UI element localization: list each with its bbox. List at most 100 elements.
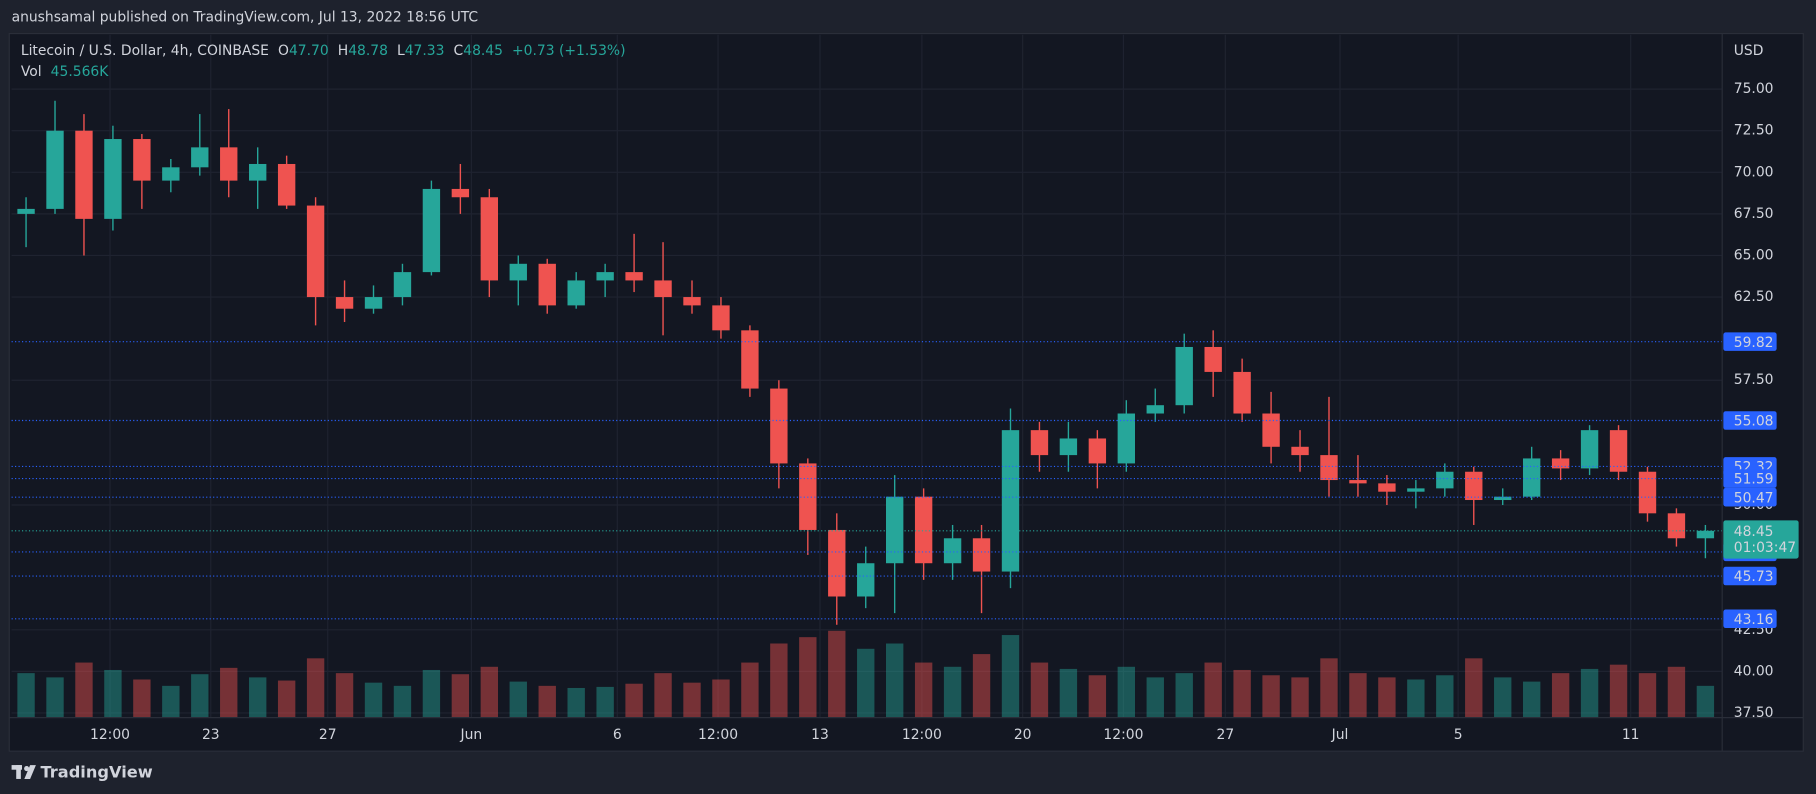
volume-bar [1146, 677, 1164, 718]
volume-bar [1117, 666, 1135, 718]
brand-logo [11, 765, 36, 779]
volume-bar [1580, 668, 1599, 718]
legend-value: 47.33 [405, 43, 445, 59]
x-tick-label: 12:00 [1103, 727, 1143, 743]
candle-body [162, 167, 180, 181]
volume-bar [1175, 673, 1193, 718]
volume-bar [1667, 666, 1686, 718]
y-tick-label: 67.50 [1734, 206, 1774, 222]
level-label: 43.16 [1734, 612, 1774, 628]
volume-bar [741, 662, 759, 718]
volume-bar [46, 677, 64, 718]
candle-body [1291, 446, 1309, 456]
candle-body [1117, 413, 1135, 464]
candle-body [277, 163, 296, 206]
legend-key: H [338, 43, 348, 59]
y-tick-label: 75.00 [1734, 81, 1774, 97]
volume-bar [133, 679, 151, 718]
x-tick-label: 13 [811, 727, 829, 743]
candle-body [538, 263, 556, 306]
candle-body [1146, 405, 1164, 414]
y-tick-label: 57.50 [1734, 372, 1774, 388]
volume-bar [75, 662, 93, 718]
volume-bar [364, 682, 383, 718]
volume-bar [1522, 681, 1541, 718]
volume-bar [306, 658, 325, 718]
candle-body [1088, 438, 1107, 464]
grid [11, 34, 1723, 718]
candle-body [1204, 346, 1222, 372]
candle-body [220, 147, 238, 181]
volume-bar [799, 637, 817, 718]
countdown: 01:03:47 [1734, 540, 1796, 556]
y-tick-label: 65.00 [1734, 247, 1774, 263]
volume-bar [1059, 668, 1078, 718]
level-label-box [1723, 609, 1777, 629]
candle-body [480, 197, 499, 281]
volume-bar [220, 667, 238, 718]
candle-body [712, 305, 730, 331]
candle-body [17, 208, 35, 214]
volume-bar [567, 687, 585, 718]
level-label: 59.82 [1734, 335, 1774, 351]
volume-bar [770, 643, 788, 718]
volume-bar [1349, 673, 1367, 718]
volume-bar [17, 673, 35, 718]
volume-bar [654, 673, 672, 718]
candle-body [1320, 455, 1338, 481]
candle-body [828, 529, 846, 597]
candle-body [1580, 430, 1599, 469]
legend: Litecoin / U.S. Dollar, 4h, COINBASE O47… [21, 43, 626, 59]
candle-body [943, 538, 962, 564]
candle-body [104, 139, 122, 219]
candle-body [46, 130, 64, 209]
chart-frame [8, 32, 1804, 752]
logo-part [24, 765, 36, 779]
candle-body [1696, 530, 1715, 539]
volume-bar [1494, 677, 1512, 718]
x-tick-label: 6 [613, 727, 622, 743]
volume-bar [1320, 658, 1338, 718]
candle-body [857, 563, 875, 597]
byline: anushsamal published on TradingView.com,… [12, 9, 479, 25]
logo-part [24, 765, 30, 772]
level-label-box [1723, 469, 1777, 488]
candle-body [972, 538, 991, 572]
volume-bar [1291, 677, 1309, 718]
brand: TradingView [41, 763, 153, 782]
level-label-box [1723, 566, 1777, 586]
y-tick-label: 40.00 [1734, 663, 1774, 679]
y-tick-label: 72.50 [1734, 123, 1774, 139]
volume-bar [625, 683, 643, 718]
candle-body [422, 188, 441, 273]
volume-bar [1696, 685, 1715, 718]
level-label-box [1723, 411, 1777, 430]
y-tick-label: 62.50 [1734, 289, 1774, 305]
legend-key: L [397, 43, 405, 59]
legend-key: C [454, 43, 464, 59]
candle-body [75, 130, 93, 219]
volume-bar [1638, 673, 1657, 718]
candle-body [1551, 458, 1570, 469]
volume-bar [422, 669, 441, 718]
volume-bar [451, 674, 470, 718]
level-label: 50.47 [1734, 490, 1774, 506]
current-price: 48.45 [1734, 524, 1774, 540]
symbol: Litecoin / U.S. Dollar, 4h, COINBASE [21, 43, 269, 59]
candle-body [1494, 496, 1512, 501]
y-tick-label: 37.50 [1734, 705, 1774, 721]
volume-bar [943, 666, 962, 718]
candle-body [1465, 471, 1483, 501]
volume-bar [1609, 664, 1628, 718]
candle-body [1407, 488, 1425, 492]
candle-body [1262, 413, 1280, 447]
x-tick-label: Jul [1331, 727, 1349, 743]
volume-bar [1030, 662, 1049, 718]
volume-bar [509, 681, 527, 718]
level-label: 51.59 [1734, 472, 1774, 488]
volume-bar [104, 669, 122, 718]
volume-bar [1465, 658, 1483, 718]
candle-body [393, 272, 412, 298]
candle-body [741, 330, 759, 389]
candle-body [1001, 430, 1020, 572]
